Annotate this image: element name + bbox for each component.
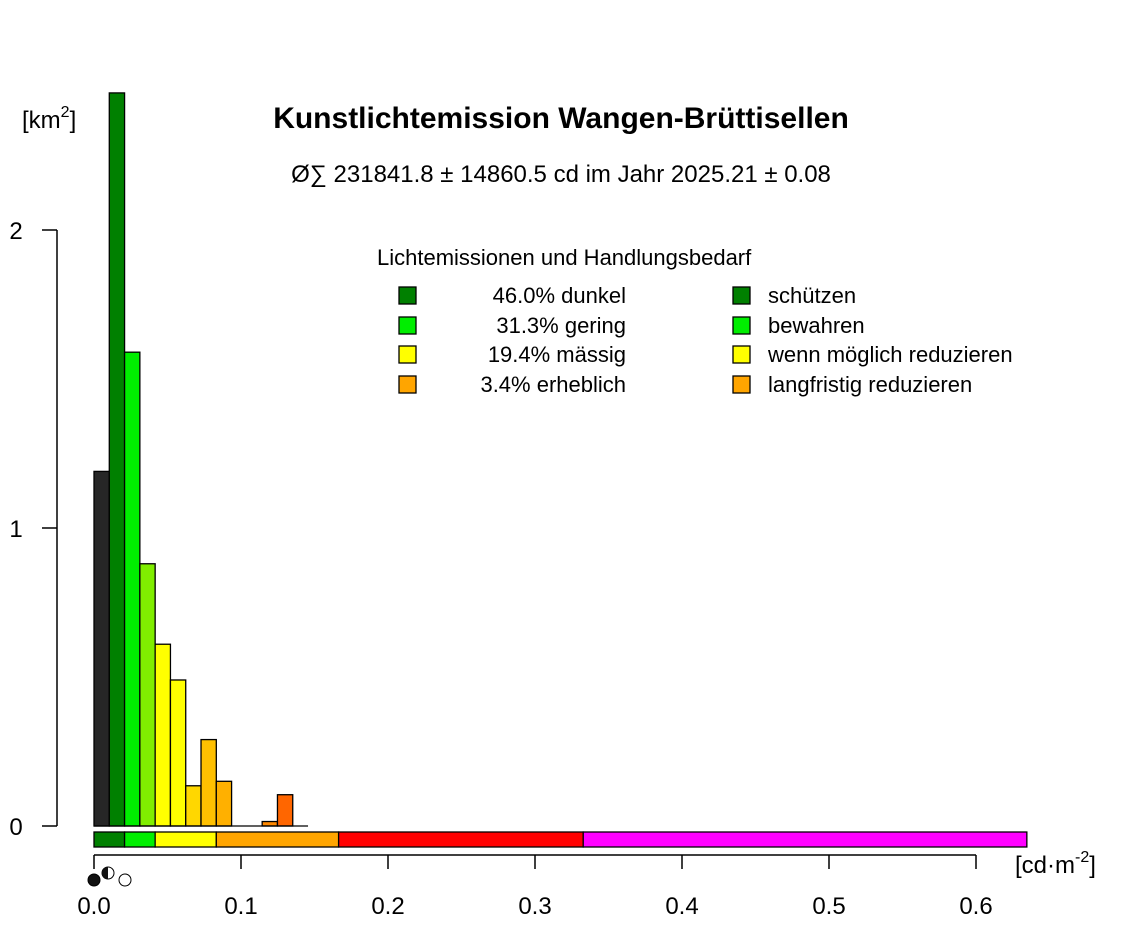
histogram-bar (200, 738, 217, 827)
histogram-bar (169, 679, 187, 827)
histogram-bar (139, 563, 156, 827)
histogram-bar (215, 780, 233, 827)
legend-label: langfristig reduzieren (768, 372, 972, 397)
color-scale-band (93, 831, 1028, 848)
x-tick-label: 0.1 (224, 893, 257, 920)
x-tick-label: 0.5 (812, 893, 845, 920)
histogram-bar (123, 351, 141, 827)
y-tick-label: 2 (9, 218, 22, 245)
x-tick-label: 0.0 (77, 893, 110, 920)
legend-swatch (398, 286, 417, 305)
legend-title: Lichtemissionen und Handlungsbedarf (377, 245, 752, 270)
y-tick-label: 0 (9, 814, 22, 841)
histogram-bar (185, 785, 202, 827)
color-band-segment (582, 831, 1028, 848)
legend-label: 19.4% mässig (488, 342, 626, 367)
legend-label: 31.3% gering (496, 313, 626, 338)
x-tick-label: 0.4 (665, 893, 698, 920)
histogram-bar (154, 643, 172, 827)
legend: Lichtemissionen und Handlungsbedarf 46.0… (377, 245, 1013, 397)
histogram-bar (276, 794, 294, 827)
x-axis: 0.0 0.1 0.2 0.3 0.4 0.5 0.6 (77, 854, 993, 920)
x-tick-label: 0.3 (518, 893, 551, 920)
histogram-bar (108, 92, 126, 827)
color-band-segment (215, 831, 340, 848)
legend-label: 46.0% dunkel (493, 283, 626, 308)
legend-swatch (732, 286, 751, 305)
new-moon-icon (87, 873, 101, 887)
x-axis-label: [cd·m-2] (1015, 849, 1096, 879)
legend-swatch (732, 316, 751, 335)
legend-label: schützen (768, 283, 856, 308)
histogram-bar (93, 470, 110, 827)
histogram-bars (93, 92, 309, 827)
full-moon-icon (118, 873, 132, 887)
color-band-segment (154, 831, 217, 848)
chart-subtitle: Ø∑ 231841.8 ± 14860.5 cd im Jahr 2025.21… (291, 161, 831, 188)
legend-label: 3.4% erheblich (480, 372, 626, 397)
y-axis-label: [km2] (22, 104, 76, 134)
chart-title: Kunstlichtemission Wangen-Brüttisellen (273, 102, 849, 135)
color-band-segment (337, 831, 584, 848)
legend-swatch (398, 316, 417, 335)
color-band-segment (93, 831, 126, 848)
legend-swatch (398, 375, 417, 394)
y-tick-label: 1 (9, 516, 22, 543)
moon-phase-icons (87, 866, 132, 887)
color-band-segment (123, 831, 156, 848)
legend-label: bewahren (768, 313, 865, 338)
legend-swatch (398, 345, 417, 364)
histogram-bar (261, 820, 279, 827)
half-moon-icon (102, 867, 108, 879)
y-axis: 0 1 2 (9, 218, 58, 841)
x-tick-label: 0.6 (959, 893, 992, 920)
legend-label: wenn möglich reduzieren (767, 342, 1013, 367)
x-tick-label: 0.2 (371, 893, 404, 920)
legend-swatch (732, 345, 751, 364)
legend-swatch (732, 375, 751, 394)
